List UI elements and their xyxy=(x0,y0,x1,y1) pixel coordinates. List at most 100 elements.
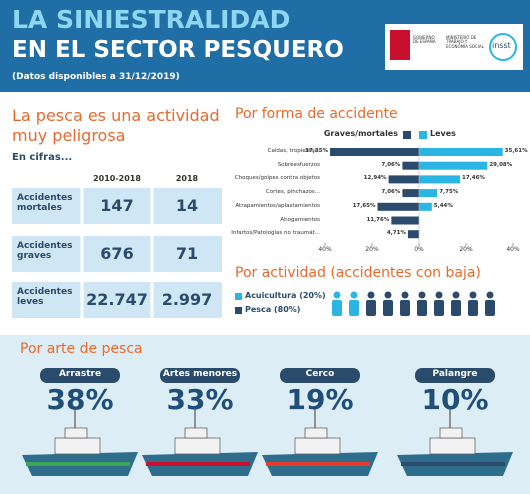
category-label: Cortes, pinchazos... xyxy=(265,189,320,196)
category-label: Atrapamientos/aplastamientos xyxy=(235,202,320,209)
category-label: Choques/golpes contra objetos xyxy=(234,175,320,182)
logo-text: GOBIERNO DE ESPAÑA xyxy=(413,35,436,45)
person-icon xyxy=(349,300,359,316)
boat-cabin xyxy=(54,437,101,455)
legend-label: Graves/mortales xyxy=(323,129,398,138)
subtitle: (Datos disponibles a 31/12/2019) xyxy=(12,72,180,82)
bar xyxy=(402,161,419,170)
category-label: Infartos/Patologías no traumát... xyxy=(231,230,320,237)
title: EN EL SECTOR PESQUERO xyxy=(12,37,344,63)
legend-swatch xyxy=(403,131,411,139)
person-icon xyxy=(469,291,477,299)
intro: En cifras... xyxy=(12,152,73,163)
x-tick-label: 20% xyxy=(365,246,379,253)
person-icon xyxy=(366,300,376,316)
bar xyxy=(419,161,488,170)
table-row xyxy=(12,188,222,224)
boat-cabin xyxy=(429,437,476,455)
insst-logo xyxy=(489,33,517,61)
legend-label: Leves xyxy=(430,129,456,138)
logo-text: MINISTERIO DE TRABAJO Y ECONOMÍA SOCIAL xyxy=(446,35,484,49)
gear-pill xyxy=(160,368,240,383)
person-icon xyxy=(468,300,478,316)
boat-cabin xyxy=(174,437,221,455)
value-label: 37,85% xyxy=(305,148,329,154)
bar xyxy=(330,148,419,156)
boat-bridge xyxy=(439,427,463,439)
person-icon xyxy=(418,291,426,299)
row-value: 2.997 xyxy=(161,290,213,309)
person-icon xyxy=(417,300,427,316)
bar xyxy=(377,202,419,211)
table-row xyxy=(12,236,222,272)
gear-name: Palangre xyxy=(432,369,478,379)
boat-stripe xyxy=(26,462,130,466)
logo-text: insst xyxy=(492,41,511,50)
bar xyxy=(419,202,432,211)
row-value: 676 xyxy=(100,244,134,263)
boat-bridge xyxy=(184,427,208,439)
boat-cabin xyxy=(294,437,341,455)
legend-swatch xyxy=(235,293,242,300)
bar xyxy=(419,175,461,184)
column-header: 2018 xyxy=(175,174,199,183)
gear-pill xyxy=(415,368,495,383)
person-icon xyxy=(400,300,410,316)
category-label: Ahogamientos xyxy=(280,216,320,223)
section-heading: La pesca es una actividad muy peligrosa xyxy=(12,106,220,145)
legend-swatch xyxy=(419,131,427,139)
value-label: 5,44% xyxy=(433,202,453,209)
value-label: 12,94% xyxy=(363,175,387,182)
person-icon xyxy=(452,291,460,299)
section-heading: Por actividad (accidentes con baja) xyxy=(235,265,481,281)
person-icon xyxy=(434,300,444,316)
person-icon xyxy=(451,300,461,316)
coat-of-arms xyxy=(390,30,410,60)
row-label: Accidentes mortales xyxy=(17,193,73,213)
person-icon xyxy=(367,291,375,299)
boat-stripe xyxy=(146,462,250,466)
row-value: 71 xyxy=(175,244,199,263)
bar xyxy=(391,216,419,225)
gear-percent: 33% xyxy=(166,383,234,416)
gear-name: Arrastre xyxy=(58,369,102,379)
person-icon xyxy=(486,291,494,299)
gear-pill xyxy=(40,368,120,383)
row-label: Accidentes leves xyxy=(17,287,73,307)
bar xyxy=(419,148,503,156)
x-tick-label: 40% xyxy=(506,246,520,253)
x-tick-label: 0% xyxy=(414,246,424,253)
value-label: 7,06% xyxy=(381,189,401,196)
person-icon xyxy=(333,291,341,299)
value-label: 4,71% xyxy=(386,230,406,237)
row-value: 22.747 xyxy=(86,290,148,309)
bar xyxy=(407,230,419,239)
value-label: 7,75% xyxy=(439,189,459,196)
gear-percent: 38% xyxy=(46,383,114,416)
legend-swatch xyxy=(235,307,242,314)
value-label: 17,65% xyxy=(352,202,376,209)
person-icon xyxy=(383,300,393,316)
legend-label: Acuicultura (20%) xyxy=(245,291,326,300)
person-icon xyxy=(350,291,358,299)
row-label: Accidentes graves xyxy=(17,241,73,261)
bar xyxy=(402,189,419,198)
gear-name: Artes menores xyxy=(162,369,238,379)
gear-percent: 10% xyxy=(421,383,489,416)
value-label: 35,61% xyxy=(504,148,528,154)
table-row xyxy=(12,282,222,318)
gear-percent: 19% xyxy=(286,383,354,416)
x-tick-label: 20% xyxy=(459,246,473,253)
title: LA SINIESTRALIDAD xyxy=(12,5,291,34)
category-label: Caídas, tropiezos... xyxy=(267,148,320,154)
boat-stripe xyxy=(266,462,370,466)
value-label: 17,46% xyxy=(462,175,485,182)
boat-bridge xyxy=(304,427,328,439)
bar xyxy=(388,175,419,184)
person-icon xyxy=(401,291,409,299)
bar xyxy=(419,189,438,198)
category-label: Sobreesfuerzos xyxy=(277,161,320,168)
person-icon xyxy=(384,291,392,299)
